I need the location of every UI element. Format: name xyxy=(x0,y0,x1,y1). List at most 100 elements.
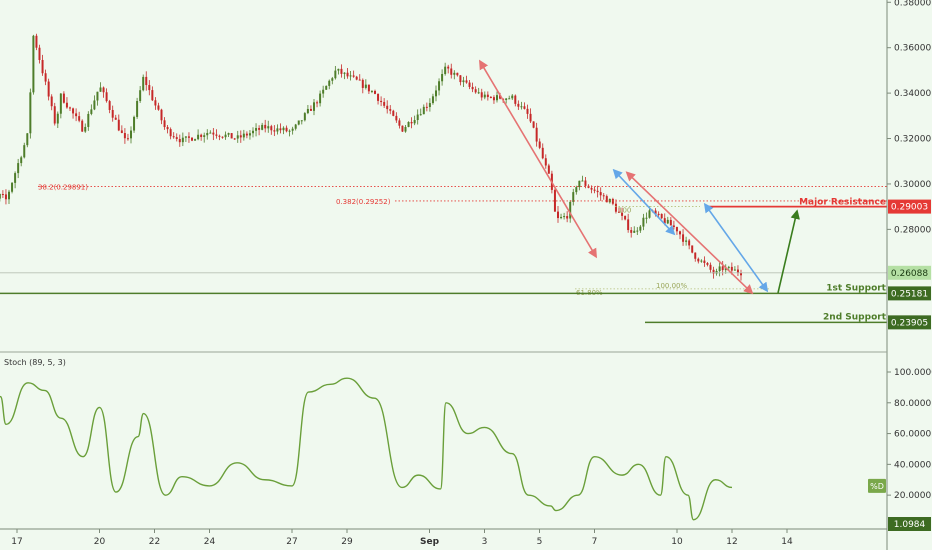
candle-body xyxy=(404,126,407,132)
candle-body xyxy=(200,134,203,137)
candle-body xyxy=(553,189,556,212)
candle-body xyxy=(258,128,261,130)
candle-body xyxy=(642,217,645,227)
blue-measure-arrow[interactable] xyxy=(703,202,769,293)
time-tick-label: 20 xyxy=(94,537,106,547)
major-resistance-price-tag-bg xyxy=(888,199,931,214)
candle-body xyxy=(523,106,526,109)
candle-body xyxy=(685,240,688,242)
candle-body xyxy=(605,196,608,203)
candle-body xyxy=(560,216,563,219)
candle-body xyxy=(93,100,96,110)
candle-body xyxy=(563,216,566,218)
candle-body xyxy=(72,108,75,114)
price-tick-label: 0.30000 xyxy=(894,180,931,190)
second-support-price-tag: 0.23905 xyxy=(891,318,928,328)
candle-body xyxy=(584,180,587,186)
candle-body xyxy=(53,106,56,124)
candle-body xyxy=(675,227,678,232)
candle-body xyxy=(197,134,200,140)
red-measure-arrow[interactable] xyxy=(479,59,597,259)
candle-body xyxy=(700,260,703,262)
first-support-price-tag: 0.25181 xyxy=(891,289,928,299)
candle-body xyxy=(590,187,593,190)
candle-body xyxy=(352,75,355,77)
bullish-projection-arrow[interactable] xyxy=(777,209,800,294)
candle-body xyxy=(431,96,434,104)
time-tick-label: 17 xyxy=(11,537,22,547)
candle-body xyxy=(227,133,230,135)
last-price-tag-bg xyxy=(888,265,931,280)
candle-body xyxy=(209,132,212,134)
candle-body xyxy=(691,245,694,253)
candle-body xyxy=(572,192,575,202)
candle-body xyxy=(569,201,572,219)
candle-body xyxy=(377,93,380,101)
candle-body xyxy=(59,93,62,114)
candle-body xyxy=(306,108,309,114)
candle-body xyxy=(38,47,41,60)
candle-body xyxy=(160,109,163,121)
candle-body xyxy=(331,78,334,81)
candle-body xyxy=(370,90,373,92)
candle-body xyxy=(273,130,276,132)
time-tick-label: 12 xyxy=(726,537,737,547)
time-tick-label: 27 xyxy=(286,537,297,547)
price-tick-label: 0.32000 xyxy=(894,135,931,145)
candle-body xyxy=(349,75,352,77)
candle-body xyxy=(261,124,264,130)
time-tick-label: 14 xyxy=(781,537,793,547)
candle-body xyxy=(465,80,468,83)
stoch-d-line xyxy=(0,377,733,521)
candle-body xyxy=(477,92,480,94)
time-tick-label: 7 xyxy=(592,537,598,547)
candle-body xyxy=(471,86,474,90)
stoch-legend-tag xyxy=(868,478,886,493)
candle-body xyxy=(636,230,639,232)
candle-body xyxy=(117,119,120,131)
candle-body xyxy=(300,120,303,122)
candle-body xyxy=(688,240,691,246)
candle-body xyxy=(29,92,32,134)
candle-body xyxy=(386,105,389,110)
candle-body xyxy=(32,35,35,93)
candle-body xyxy=(736,269,739,273)
stoch-axis-ticks: 100.0000 80.0000 60.0000 40.0000 20.0000 xyxy=(887,368,932,501)
candle-body xyxy=(694,252,697,259)
candle-body xyxy=(428,103,431,108)
candle-body xyxy=(212,132,215,135)
candle-body xyxy=(453,72,456,75)
fib-label: 38.2(0.29891) xyxy=(38,183,88,191)
last-price-tag: 0.26088 xyxy=(891,269,928,279)
candle-body xyxy=(313,102,315,111)
candle-body xyxy=(611,199,614,204)
candle-body xyxy=(459,75,462,83)
candle-body xyxy=(660,213,663,219)
candle-body xyxy=(111,109,114,118)
candle-body xyxy=(419,114,422,116)
candle-body xyxy=(557,211,559,219)
candle-body xyxy=(84,126,87,132)
candle-body xyxy=(718,266,721,272)
candle-body xyxy=(364,84,367,88)
candle-body xyxy=(1,194,4,196)
stoch-last-value-tag-bg xyxy=(888,517,931,531)
candle-body xyxy=(105,92,108,102)
candle-body xyxy=(145,76,148,86)
candle-body xyxy=(8,191,10,200)
candle-body xyxy=(511,95,514,99)
time-tick-label: 10 xyxy=(671,537,683,547)
candle-body xyxy=(4,194,7,200)
candle-body xyxy=(401,125,404,132)
price-tick-label: 0.34000 xyxy=(894,89,931,99)
candle-body xyxy=(355,76,358,80)
candle-body xyxy=(343,72,346,74)
candle-body xyxy=(709,264,712,270)
candle-body xyxy=(486,94,489,97)
candle-body xyxy=(682,234,685,242)
second-support-price-tag-bg xyxy=(888,315,931,330)
candle-body xyxy=(630,230,633,233)
candle-body xyxy=(224,134,227,138)
candle-body xyxy=(191,137,193,141)
